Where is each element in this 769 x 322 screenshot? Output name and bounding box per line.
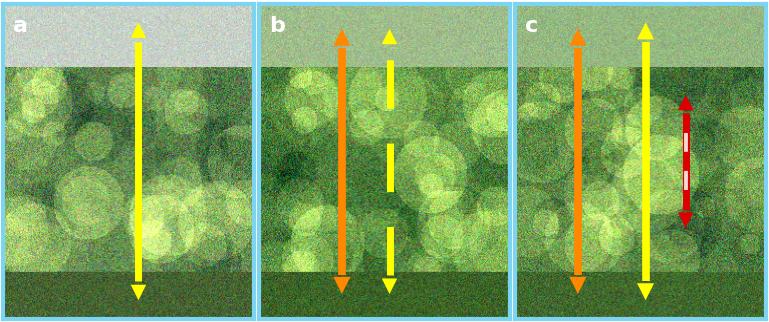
Text: a: a [13, 16, 28, 36]
Text: b: b [269, 16, 285, 36]
Text: c: c [525, 16, 538, 36]
